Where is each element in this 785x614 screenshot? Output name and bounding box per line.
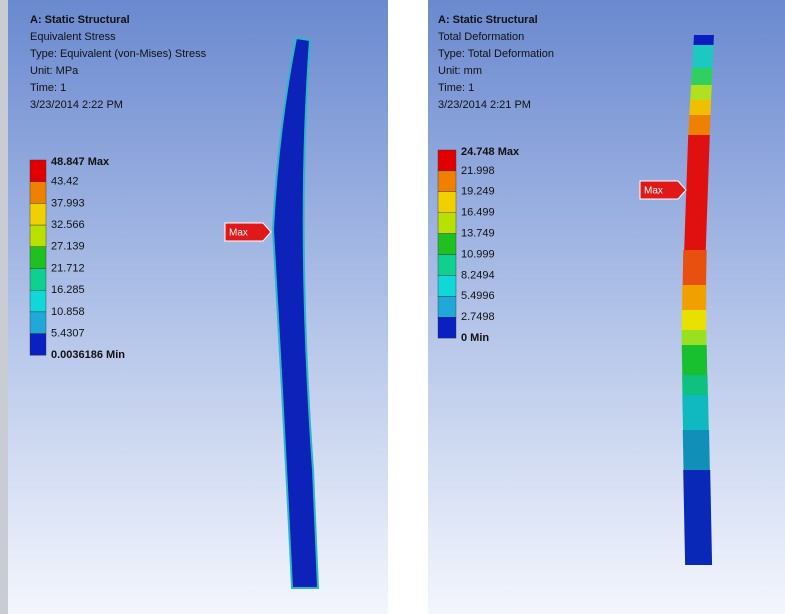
legend-swatch	[438, 317, 456, 338]
legend-label: 16.499	[461, 207, 495, 219]
legend-label: 16.285	[51, 284, 85, 296]
legend-label: 5.4996	[461, 290, 495, 302]
legend-swatch	[438, 234, 456, 255]
header-line: Total Deformation	[438, 31, 524, 43]
legend-label: 19.249	[461, 186, 495, 198]
probe-label: Max	[644, 186, 663, 197]
legend-label: 32.566	[51, 219, 85, 231]
left-border	[0, 0, 8, 614]
legend-label: 8.2494	[461, 269, 495, 281]
beam-segment	[693, 35, 714, 45]
legend-swatch	[438, 296, 456, 317]
beam-segment	[690, 85, 712, 100]
header-line: Time: 1	[30, 82, 66, 94]
legend-label: 43.42	[51, 176, 79, 188]
legend-swatch	[438, 255, 456, 276]
legend-label: 0.0036186 Min	[51, 349, 125, 361]
header-line: A: Static Structural	[438, 14, 538, 26]
beam-segment	[689, 100, 711, 115]
header-line: 3/23/2014 2:22 PM	[30, 99, 123, 111]
legend-label: 5.4307	[51, 328, 85, 340]
screenshot: A: Static Structural Equivalent Stress Typ…	[0, 0, 785, 614]
legend-label: 0 Min	[461, 332, 489, 344]
legend-label: 48.847 Max	[51, 156, 110, 168]
header-line: Type: Total Deformation	[438, 48, 554, 60]
beam-segment	[683, 250, 707, 285]
legend-swatch	[30, 182, 46, 204]
beam-segment	[682, 310, 706, 330]
legend-label: 24.748 Max	[461, 146, 520, 158]
legend-swatch	[30, 290, 46, 312]
legend-label: 37.993	[51, 197, 85, 209]
legend-swatch	[438, 171, 456, 192]
legend-swatch	[30, 312, 46, 334]
beam-segment	[684, 135, 710, 250]
beam-segment	[682, 330, 707, 345]
beam-segment	[691, 68, 712, 85]
header-line: A: Static Structural	[30, 14, 130, 26]
legend-swatch	[30, 225, 46, 247]
beam-segment	[683, 430, 710, 470]
legend-swatch	[30, 334, 46, 356]
legend-label: 21.998	[461, 165, 495, 177]
legend-label: 13.749	[461, 228, 495, 240]
beam-segment	[682, 395, 708, 430]
legend-swatch	[438, 192, 456, 213]
header-line: Time: 1	[438, 82, 474, 94]
header-line: Unit: MPa	[30, 65, 79, 77]
beam-segment	[688, 115, 710, 135]
beam-segment	[682, 285, 706, 310]
header-line: 3/23/2014 2:21 PM	[438, 99, 531, 111]
legend-swatch	[30, 269, 46, 291]
legend-swatch	[438, 213, 456, 234]
beam-segment	[692, 45, 713, 68]
legend-label: 10.999	[461, 248, 495, 260]
beam-segment	[682, 375, 708, 395]
legend-label: 2.7498	[461, 311, 495, 323]
header-line: Unit: mm	[438, 65, 482, 77]
legend-label: 21.712	[51, 262, 85, 274]
legend-swatch	[30, 247, 46, 269]
beam-segment	[682, 345, 708, 375]
legend-label: 10.858	[51, 306, 85, 318]
probe-label: Max	[229, 228, 248, 239]
legend-swatch	[438, 275, 456, 296]
header-line: Type: Equivalent (von-Mises) Stress	[30, 48, 207, 60]
legend-label: 27.139	[51, 241, 85, 253]
legend-swatch	[30, 160, 46, 182]
right-viewport	[428, 0, 785, 614]
legend-swatch	[30, 203, 46, 225]
legend-swatch	[438, 150, 456, 171]
beam-segment	[683, 470, 712, 565]
header-line: Equivalent Stress	[30, 31, 116, 43]
